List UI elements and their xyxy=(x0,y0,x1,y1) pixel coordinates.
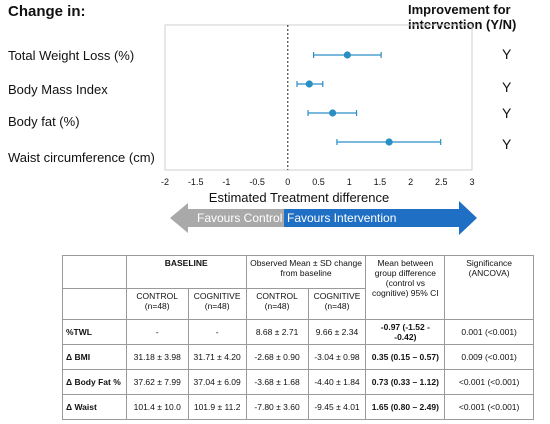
baseline-cognitive: - xyxy=(187,319,247,345)
observed-header: Observed Mean ± SD change from baseline xyxy=(245,255,367,289)
row-label-twl: Total Weight Loss (%) xyxy=(8,48,135,63)
x-tick-label: 3 xyxy=(469,177,474,187)
significance: 0.001 (<0.001) xyxy=(444,319,534,345)
x-tick-label: 1 xyxy=(347,177,352,187)
baseline-control: 101.4 ± 10.0 xyxy=(125,394,189,420)
table-row: Δ BMI 31.18 ± 3.98 31.71 ± 4.20 -2.68 ± … xyxy=(62,344,534,370)
group-difference: 0.35 (0.15 – 0.57) xyxy=(365,344,446,370)
significance: <0.001 (<0.001) xyxy=(444,394,534,420)
row-label-bmi: Body Mass Index xyxy=(8,82,108,97)
observed-control-header: CONTROL (n=48) xyxy=(245,288,309,320)
improved-twl: Y xyxy=(502,46,512,62)
table-corner-2 xyxy=(62,288,127,320)
baseline-control: 37.62 ± 7.99 xyxy=(125,369,189,395)
plot-border xyxy=(164,24,473,171)
estimate-point xyxy=(385,138,393,146)
x-tick-label: 0.5 xyxy=(312,177,325,187)
significance-header: Significance (ANCOVA) xyxy=(444,255,534,320)
x-tick-label: 2.5 xyxy=(435,177,448,187)
estimate-point xyxy=(305,80,313,88)
estimate-point xyxy=(343,51,351,59)
improved-body-fat: Y xyxy=(502,105,512,121)
x-tick-label: 1.5 xyxy=(374,177,387,187)
table-row: %TWL - - 8.68 ± 2.71 9.66 ± 2.34 -0.97 (… xyxy=(62,319,534,345)
observed-cognitive: -4.40 ± 1.84 xyxy=(307,369,367,395)
row-label: %TWL xyxy=(62,319,127,345)
improved-bmi: Y xyxy=(502,79,512,95)
baseline-cognitive: 101.9 ± 11.2 xyxy=(187,394,247,420)
baseline-header: BASELINE xyxy=(125,255,247,289)
observed-control: 8.68 ± 2.71 xyxy=(245,319,309,345)
table-row: Δ Waist 101.4 ± 10.0 101.9 ± 11.2 -7.80 … xyxy=(62,394,534,420)
baseline-control-header: CONTROL (n=48) xyxy=(125,288,189,320)
observed-control: -3.68 ± 1.68 xyxy=(245,369,309,395)
favours-arrows: Favours Control Favours Intervention xyxy=(170,200,477,236)
plot-frame xyxy=(164,24,473,171)
x-tick-label: -0.5 xyxy=(249,177,265,187)
x-tick-label: -1 xyxy=(222,177,230,187)
table-header-row-1: BASELINE Observed Mean ± SD change from … xyxy=(62,255,534,320)
baseline-cognitive: 37.04 ± 6.09 xyxy=(187,369,247,395)
observed-cognitive: -3.04 ± 0.98 xyxy=(307,344,367,370)
favours-intervention-arrow xyxy=(284,201,477,235)
x-axis-label: Estimated Treatment difference xyxy=(208,190,390,205)
x-tick-label: 2 xyxy=(408,177,413,187)
table-corner xyxy=(62,255,127,289)
favours-intervention-label: Favours Intervention xyxy=(287,211,397,225)
row-label: Δ BMI xyxy=(62,344,127,370)
improvement-heading-line1: Improvement for xyxy=(408,2,511,17)
favours-control-arrow xyxy=(170,203,284,233)
significance: 0.009 (<0.001) xyxy=(444,344,534,370)
row-label-body-fat: Body fat (%) xyxy=(8,114,80,129)
change-in-heading: Change in: xyxy=(8,3,86,20)
baseline-control: 31.18 ± 3.98 xyxy=(125,344,189,370)
observed-cognitive: 9.66 ± 2.34 xyxy=(307,319,367,345)
forest-marks xyxy=(296,51,442,146)
table-row: Δ Body Fat % 37.62 ± 7.99 37.04 ± 6.09 -… xyxy=(62,369,534,395)
observed-control: -7.80 ± 3.60 xyxy=(245,394,309,420)
x-tick-label: -1.5 xyxy=(188,177,204,187)
forest-plot: -2 -1.5 -1 -0.5 0 0.5 1 1.5 2 2.5 3 xyxy=(161,24,475,187)
x-tick-label: 0 xyxy=(285,177,290,187)
baseline-control: - xyxy=(125,319,189,345)
mean-between-header: Mean between group difference (control v… xyxy=(365,255,446,320)
group-difference: -0.97 (-1.52 - -0.42) xyxy=(365,319,446,345)
favours-control-label: Favours Control xyxy=(197,211,283,225)
table-header-row-2: CONTROL (n=48) COGNITIVE (n=48) CONTROL … xyxy=(62,288,534,320)
row-label: Δ Body Fat % xyxy=(62,369,127,395)
x-tick-label: -2 xyxy=(161,177,169,187)
group-difference: 1.65 (0.80 – 2.49) xyxy=(365,394,446,420)
observed-control: -2.68 ± 0.90 xyxy=(245,344,309,370)
observed-cognitive-header: COGNITIVE (n=48) xyxy=(307,288,367,320)
row-label: Δ Waist xyxy=(62,394,127,420)
group-difference: 0.73 (0.33 – 1.12) xyxy=(365,369,446,395)
significance: <0.001 (<0.001) xyxy=(444,369,534,395)
observed-cognitive: -9.45 ± 4.01 xyxy=(307,394,367,420)
improved-waist: Y xyxy=(502,136,512,152)
baseline-cognitive: 31.71 ± 4.20 xyxy=(187,344,247,370)
row-label-waist: Waist circumference (cm) xyxy=(8,150,155,165)
results-table: BASELINE Observed Mean ± SD change from … xyxy=(62,255,534,420)
estimate-point xyxy=(329,109,337,117)
baseline-cognitive-header: COGNITIVE (n=48) xyxy=(187,288,247,320)
x-axis-ticks: -2 -1.5 -1 -0.5 0 0.5 1 1.5 2 2.5 3 xyxy=(161,177,475,187)
